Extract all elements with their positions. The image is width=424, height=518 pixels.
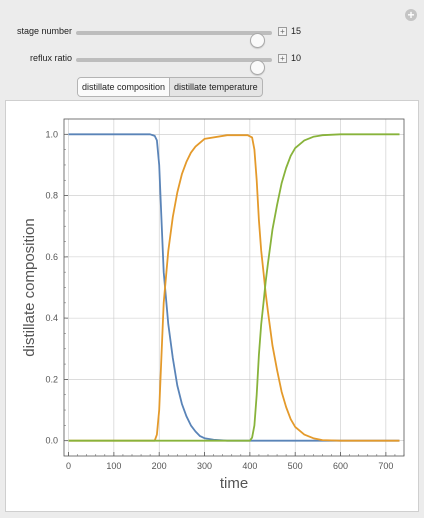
y-tick-label: 0.4 bbox=[45, 313, 58, 323]
y-tick-label: 0.2 bbox=[45, 374, 58, 384]
reflux-ratio-slider[interactable] bbox=[76, 58, 272, 75]
x-tick-label: 500 bbox=[288, 461, 303, 471]
distillate-temperature-button[interactable]: distillate temperature bbox=[174, 82, 258, 92]
plot-type-toggle: distillate composition distillate temper… bbox=[77, 77, 263, 97]
stage-number-control: stage number + 15 bbox=[0, 23, 424, 48]
plot-panel: 0 100 200 300 400 500 600 700 0.0 0.2 0.4 0.6 0.8 1.0… bbox=[5, 100, 419, 512]
y-tick-label: 0.6 bbox=[45, 252, 58, 262]
y-axis-label: distillate composition bbox=[21, 218, 38, 356]
reflux-ratio-value: 10 bbox=[291, 53, 302, 63]
x-tick-label: 600 bbox=[333, 461, 348, 471]
stage-number-label: stage number bbox=[16, 26, 72, 36]
series-line-2 bbox=[68, 134, 400, 442]
x-tick-label: 0 bbox=[66, 461, 71, 471]
expand-plus-icon[interactable]: + bbox=[405, 9, 417, 21]
plot-frame bbox=[63, 118, 405, 457]
x-tick-label: 200 bbox=[152, 461, 167, 471]
distillate-chart: 0 100 200 300 400 500 600 700 0.0 0.2 0.4 0.6 0.8 1.0… bbox=[21, 118, 405, 492]
y-tick-label: 0.0 bbox=[45, 436, 58, 446]
x-tick-label: 300 bbox=[197, 461, 212, 471]
x-axis-label: time bbox=[220, 475, 248, 492]
x-tick-label: 400 bbox=[242, 461, 257, 471]
stage-number-plus-icon[interactable]: + bbox=[278, 27, 287, 36]
reflux-ratio-control: reflux ratio + 10 bbox=[0, 50, 424, 75]
x-tick-label: 100 bbox=[106, 461, 121, 471]
y-tick-label: 0.8 bbox=[45, 191, 58, 201]
reflux-ratio-slider-thumb[interactable] bbox=[249, 60, 265, 75]
reflux-ratio-label: reflux ratio bbox=[29, 53, 72, 63]
x-tick-label: 700 bbox=[378, 461, 393, 471]
stage-number-value: 15 bbox=[291, 26, 302, 36]
distillate-composition-button[interactable]: distillate composition bbox=[78, 78, 171, 96]
reflux-ratio-plus-icon[interactable]: + bbox=[278, 54, 287, 63]
series-line-3 bbox=[68, 133, 400, 442]
series-line-1 bbox=[68, 133, 400, 442]
stage-number-slider[interactable] bbox=[76, 31, 272, 48]
y-tick-label: 1.0 bbox=[45, 129, 58, 139]
stage-number-slider-thumb[interactable] bbox=[249, 33, 265, 48]
